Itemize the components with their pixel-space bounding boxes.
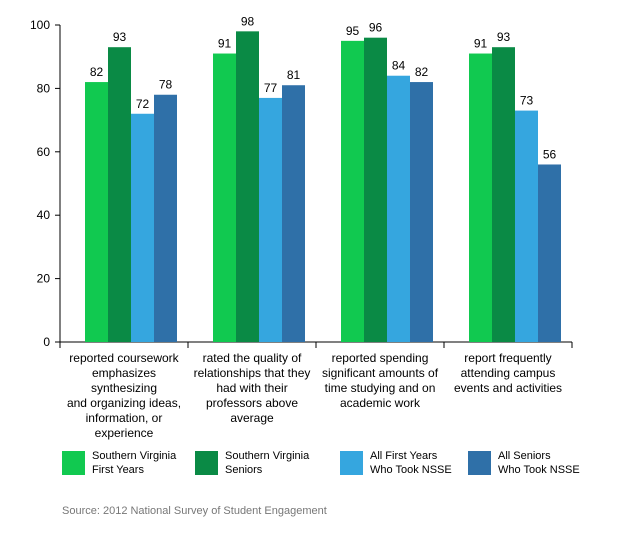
bar bbox=[469, 53, 492, 342]
x-category-label-line: professors above bbox=[205, 396, 299, 410]
bar-value-label: 82 bbox=[90, 65, 104, 79]
x-category-label: rated the quality of relationships that t… bbox=[193, 351, 311, 426]
bar-value-label: 82 bbox=[415, 65, 429, 79]
bar bbox=[515, 110, 538, 342]
source-note: Source: 2012 National Survey of Student … bbox=[62, 505, 327, 517]
bar-value-label: 81 bbox=[287, 68, 301, 82]
x-category-label-line: significant amounts of bbox=[321, 366, 439, 380]
legend-swatch bbox=[468, 451, 491, 475]
x-category-label-line: relationships that they bbox=[193, 366, 311, 380]
x-category-label-line: had with their bbox=[216, 381, 288, 395]
legend-swatch bbox=[340, 451, 363, 475]
bar-value-label: 98 bbox=[241, 14, 255, 28]
bar-value-label: 78 bbox=[159, 78, 173, 92]
x-category-label: report frequently attending campus events … bbox=[449, 351, 567, 396]
x-category-label-line: rated the quality of bbox=[202, 351, 302, 365]
bar-value-label: 73 bbox=[520, 94, 534, 108]
legend-label: All First Years Who Took NSSE bbox=[370, 450, 452, 476]
bar-value-label: 72 bbox=[136, 97, 150, 111]
bar bbox=[154, 94, 177, 343]
x-category-label-line: events and activities bbox=[453, 381, 563, 395]
x-category-label-line: experience bbox=[94, 426, 154, 440]
y-tick-label: 100 bbox=[30, 18, 50, 32]
bar-value-label: 91 bbox=[474, 37, 488, 51]
bar-chart: 0 20 40 60 80 100 82 93 72 78 91 98 77 81 95 96 84 82 91 9… bbox=[30, 14, 573, 349]
legend: Southern Virginia First Years Southern Vi… bbox=[0, 446, 620, 486]
legend-swatch bbox=[62, 451, 85, 475]
x-category-label-line: attending campus bbox=[460, 366, 556, 380]
x-category-label-line: information, or bbox=[85, 411, 163, 425]
legend-label: All Seniors Who Took NSSE bbox=[498, 450, 580, 476]
legend-label: Southern Virginia First Years bbox=[92, 450, 177, 476]
bar-value-label: 95 bbox=[346, 24, 360, 38]
bar bbox=[492, 47, 515, 342]
bar-value-label: 91 bbox=[218, 37, 232, 51]
x-category-label: reported spending significant amounts of t… bbox=[321, 351, 439, 411]
bar bbox=[213, 53, 236, 342]
bar-value-label: 84 bbox=[392, 59, 406, 73]
x-category-label-line: average bbox=[230, 411, 274, 425]
x-category-label-line: report frequently bbox=[464, 351, 552, 365]
bar bbox=[108, 47, 131, 342]
x-category-label-line: academic work bbox=[339, 396, 421, 410]
bar-series bbox=[85, 31, 561, 343]
bar bbox=[85, 82, 108, 342]
y-tick-label: 0 bbox=[43, 335, 50, 349]
bar-value-label: 56 bbox=[543, 147, 557, 161]
bar bbox=[282, 85, 305, 342]
bar-value-label: 77 bbox=[264, 81, 278, 95]
bar bbox=[410, 82, 433, 342]
legend-swatch bbox=[195, 451, 218, 475]
bar bbox=[387, 75, 410, 342]
x-category-label-line: reported spending bbox=[331, 351, 429, 365]
bar-value-label: 93 bbox=[497, 30, 511, 44]
x-category-label-line: reported coursework bbox=[69, 351, 179, 365]
bar bbox=[259, 97, 282, 342]
x-category-label-line: time studying and on bbox=[324, 381, 436, 395]
x-category-label-line: emphasizes synthesizing bbox=[90, 366, 158, 395]
x-category-label-line: and organizing ideas, bbox=[66, 396, 182, 410]
y-axis-ticks: 0 20 40 60 80 100 bbox=[30, 18, 60, 349]
bar-value-label: 96 bbox=[369, 21, 383, 35]
legend-label: Southern Virginia Seniors bbox=[225, 450, 310, 476]
bar bbox=[538, 164, 561, 342]
bar bbox=[131, 113, 154, 342]
y-tick-label: 40 bbox=[37, 208, 51, 222]
bar bbox=[364, 37, 387, 343]
y-tick-label: 60 bbox=[37, 145, 51, 159]
data-labels: 82 93 72 78 91 98 77 81 95 96 84 82 91 93 73 56 bbox=[90, 14, 557, 161]
bar-value-label: 93 bbox=[113, 30, 127, 44]
bar bbox=[341, 40, 364, 342]
bar bbox=[236, 31, 259, 343]
x-category-label: reported coursework emphasizes synthesizi… bbox=[65, 351, 183, 441]
y-tick-label: 20 bbox=[37, 272, 51, 286]
y-tick-label: 80 bbox=[37, 81, 51, 95]
